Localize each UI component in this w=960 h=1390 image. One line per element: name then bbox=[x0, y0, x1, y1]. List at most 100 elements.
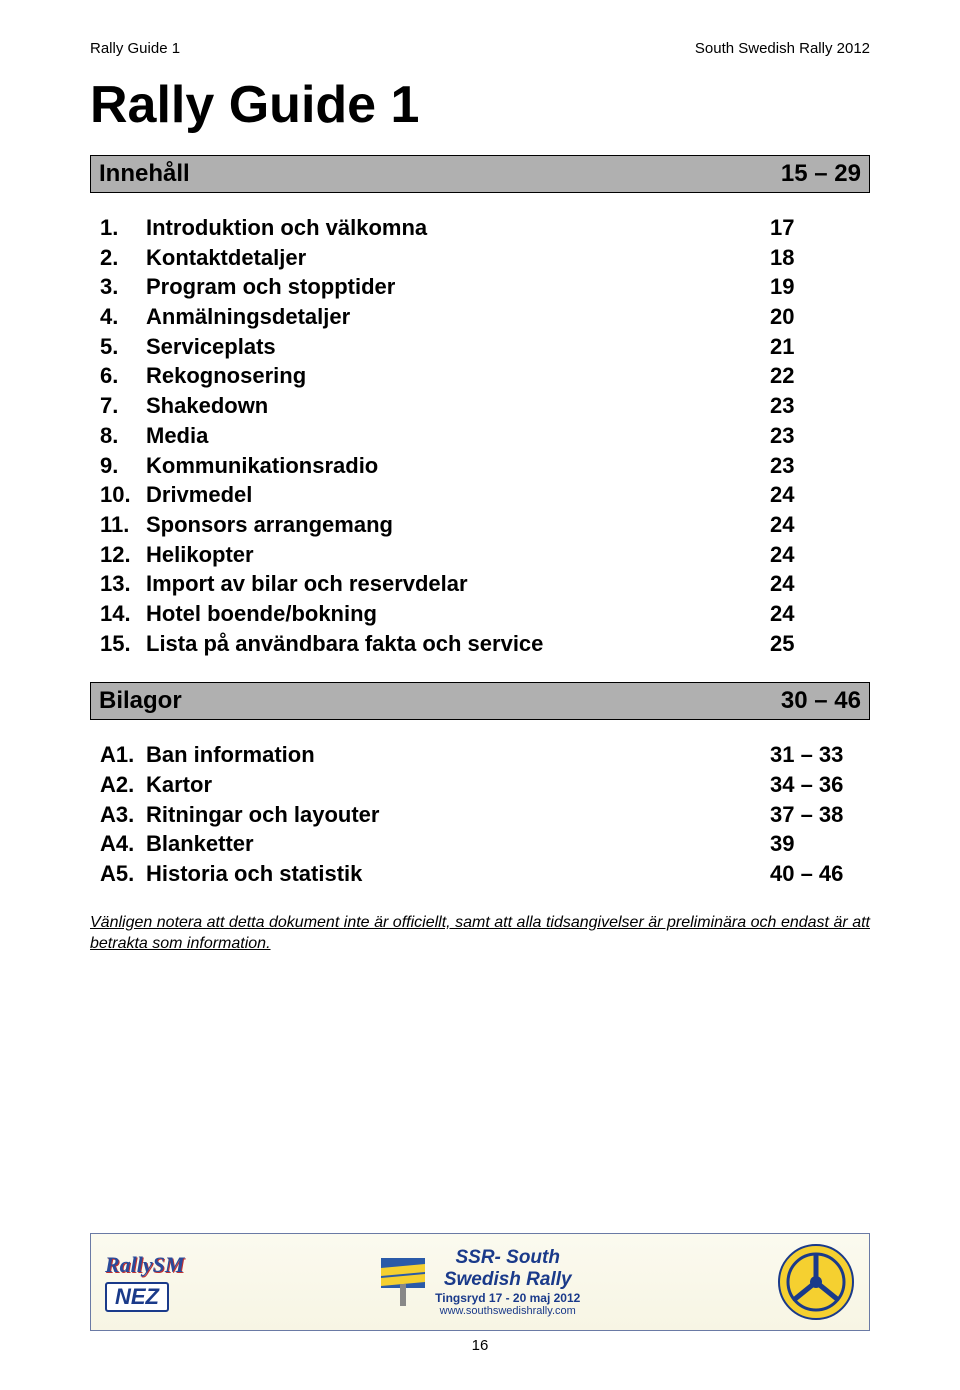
toc-label: Lista på användbara fakta och service bbox=[146, 629, 770, 659]
toc-label: Sponsors arrangemang bbox=[146, 510, 770, 540]
toc-num: 14. bbox=[100, 599, 146, 629]
section-pages: 15 – 29 bbox=[781, 160, 861, 188]
toc-page: 40 – 46 bbox=[770, 859, 870, 889]
toc-page: 24 bbox=[770, 480, 870, 510]
toc-page: 37 – 38 bbox=[770, 800, 870, 830]
toc-row: A4.Blanketter39 bbox=[100, 829, 870, 859]
page-footer: RallySM NEZ SSR- South Swedish Rally Tin… bbox=[90, 1233, 870, 1354]
toc-label: Historia och statistik bbox=[146, 859, 770, 889]
toc-row: 6.Rekognosering22 bbox=[100, 361, 870, 391]
toc-list: 1.Introduktion och välkomna172.Kontaktde… bbox=[90, 213, 870, 658]
toc-page: 24 bbox=[770, 510, 870, 540]
toc-row: 12.Helikopter24 bbox=[100, 540, 870, 570]
toc-num: 7. bbox=[100, 391, 146, 421]
header-left: Rally Guide 1 bbox=[90, 40, 180, 57]
toc-label: Shakedown bbox=[146, 391, 770, 421]
nez-logo: NEZ bbox=[105, 1282, 169, 1312]
toc-row: 14.Hotel boende/bokning24 bbox=[100, 599, 870, 629]
page-number: 16 bbox=[90, 1337, 870, 1354]
toc-num: 4. bbox=[100, 302, 146, 332]
toc-page: 19 bbox=[770, 272, 870, 302]
toc-label: Hotel boende/bokning bbox=[146, 599, 770, 629]
toc-label: Media bbox=[146, 421, 770, 451]
toc-row: 2.Kontaktdetaljer18 bbox=[100, 243, 870, 273]
toc-num: A3. bbox=[100, 800, 146, 830]
toc-label: Ritningar och layouter bbox=[146, 800, 770, 830]
toc-label: Rekognosering bbox=[146, 361, 770, 391]
page-header: Rally Guide 1 South Swedish Rally 2012 bbox=[90, 40, 870, 57]
toc-row: 11.Sponsors arrangemang24 bbox=[100, 510, 870, 540]
toc-num: 6. bbox=[100, 361, 146, 391]
toc-num: 11. bbox=[100, 510, 146, 540]
disclaimer-note: Vänligen notera att detta dokument inte … bbox=[90, 913, 870, 955]
toc-num: 9. bbox=[100, 451, 146, 481]
toc-page: 31 – 33 bbox=[770, 740, 870, 770]
toc-label: Helikopter bbox=[146, 540, 770, 570]
section-label: Innehåll bbox=[99, 160, 190, 188]
toc-row: 15.Lista på användbara fakta och service… bbox=[100, 629, 870, 659]
page-title: Rally Guide 1 bbox=[90, 75, 870, 135]
toc-num: A4. bbox=[100, 829, 146, 859]
toc-row: 3.Program och stopptider19 bbox=[100, 272, 870, 302]
toc-page: 23 bbox=[770, 421, 870, 451]
toc-num: 8. bbox=[100, 421, 146, 451]
toc-page: 24 bbox=[770, 599, 870, 629]
ssr-subtitle: Tingsryd 17 - 20 maj 2012 bbox=[435, 1291, 580, 1305]
toc-row: 4.Anmälningsdetaljer20 bbox=[100, 302, 870, 332]
ssr-text-block: SSR- South Swedish Rally Tingsryd 17 - 2… bbox=[435, 1247, 580, 1317]
toc-label: Import av bilar och reservdelar bbox=[146, 569, 770, 599]
toc-page: 25 bbox=[770, 629, 870, 659]
ssr-title-1: SSR- South bbox=[435, 1247, 580, 1269]
toc-row: A3.Ritningar och layouter37 – 38 bbox=[100, 800, 870, 830]
toc-label: Kartor bbox=[146, 770, 770, 800]
toc-num: 12. bbox=[100, 540, 146, 570]
toc-row: 5.Serviceplats21 bbox=[100, 332, 870, 362]
toc-row: 9.Kommunikationsradio23 bbox=[100, 451, 870, 481]
toc-page: 34 – 36 bbox=[770, 770, 870, 800]
toc-label: Serviceplats bbox=[146, 332, 770, 362]
toc-num: 2. bbox=[100, 243, 146, 273]
toc-row: A2.Kartor34 – 36 bbox=[100, 770, 870, 800]
footer-banner: RallySM NEZ SSR- South Swedish Rally Tin… bbox=[90, 1233, 870, 1331]
toc-page: 24 bbox=[770, 540, 870, 570]
header-right: South Swedish Rally 2012 bbox=[695, 40, 870, 57]
toc-page: 18 bbox=[770, 243, 870, 273]
toc-row: 13.Import av bilar och reservdelar24 bbox=[100, 569, 870, 599]
toc-label: Drivmedel bbox=[146, 480, 770, 510]
toc-row: 7.Shakedown23 bbox=[100, 391, 870, 421]
section-pages: 30 – 46 bbox=[781, 687, 861, 715]
toc-num: 10. bbox=[100, 480, 146, 510]
toc-label: Introduktion och välkomna bbox=[146, 213, 770, 243]
toc-page: 22 bbox=[770, 361, 870, 391]
footer-center-logo: SSR- South Swedish Rally Tingsryd 17 - 2… bbox=[381, 1247, 580, 1317]
toc-row: 10.Drivmedel24 bbox=[100, 480, 870, 510]
toc-row: 1.Introduktion och välkomna17 bbox=[100, 213, 870, 243]
toc-row: A5.Historia och statistik40 – 46 bbox=[100, 859, 870, 889]
toc-list: A1.Ban information31 – 33A2.Kartor34 – 3… bbox=[90, 740, 870, 888]
rallysm-logo: RallySM bbox=[105, 1252, 184, 1278]
toc-num: 5. bbox=[100, 332, 146, 362]
toc-num: 13. bbox=[100, 569, 146, 599]
ssr-url: www.southswedishrally.com bbox=[435, 1305, 580, 1317]
toc-num: A1. bbox=[100, 740, 146, 770]
ssr-title-2: Swedish Rally bbox=[435, 1269, 580, 1291]
toc-num: 3. bbox=[100, 272, 146, 302]
toc-page: 23 bbox=[770, 391, 870, 421]
toc-num: 15. bbox=[100, 629, 146, 659]
toc-num: A2. bbox=[100, 770, 146, 800]
toc-label: Blanketter bbox=[146, 829, 770, 859]
toc-num: 1. bbox=[100, 213, 146, 243]
toc-page: 17 bbox=[770, 213, 870, 243]
toc-row: A1.Ban information31 – 33 bbox=[100, 740, 870, 770]
ssr-flag-icon bbox=[381, 1258, 425, 1306]
toc-page: 23 bbox=[770, 451, 870, 481]
footer-logos-left: RallySM NEZ bbox=[105, 1252, 184, 1312]
toc-label: Program och stopptider bbox=[146, 272, 770, 302]
toc-row: 8.Media23 bbox=[100, 421, 870, 451]
toc-label: Kommunikationsradio bbox=[146, 451, 770, 481]
toc-label: Anmälningsdetaljer bbox=[146, 302, 770, 332]
toc-page: 24 bbox=[770, 569, 870, 599]
section-bar: Bilagor30 – 46 bbox=[90, 682, 870, 720]
toc-label: Kontaktdetaljer bbox=[146, 243, 770, 273]
toc-num: A5. bbox=[100, 859, 146, 889]
